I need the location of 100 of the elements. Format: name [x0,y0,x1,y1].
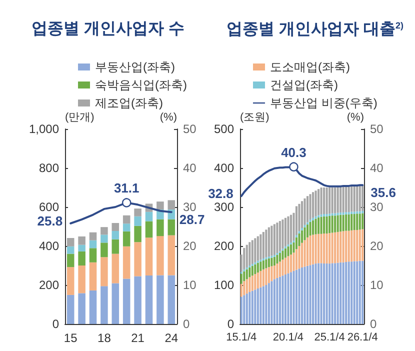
bar [353,230,356,262]
x-tick-label: 15 [64,331,78,345]
bar [320,214,322,217]
y2-axis-title: (%) [346,112,364,124]
legend-label: 숙박음식업(좌축) [95,78,187,92]
bar [340,214,342,232]
annotation: 40.3 [281,144,306,160]
bar [251,240,254,264]
y2-tick-label: 50 [183,122,197,136]
bar [314,218,317,234]
bar [284,258,286,274]
bar [298,204,300,232]
bar [323,264,326,324]
bar [309,219,312,222]
bar [345,214,348,231]
bar [134,208,142,216]
bar [350,212,353,214]
bar [260,270,262,288]
bar [362,213,364,230]
bar [89,262,97,290]
bar [134,242,142,276]
bar [89,232,97,240]
bar [328,216,331,234]
bar [78,236,86,245]
y2-tick-label: 30 [370,200,384,214]
bar [122,278,130,324]
bar [292,270,295,324]
y2-tick-label: 20 [183,239,197,253]
bar [323,234,326,264]
y-tick-label: 500 [214,122,234,136]
bar [243,295,246,324]
bar [284,218,286,246]
bar [356,214,358,230]
bar [298,234,300,246]
bar [348,230,350,262]
bar [100,257,108,286]
bar [270,281,273,324]
bar [342,212,344,215]
x-tick-label: 26.1/4 [347,332,378,344]
bar [89,240,97,248]
bar [66,294,74,324]
bar [353,214,356,230]
bar [156,236,164,276]
bar [260,287,262,324]
bar [290,254,292,272]
bar [304,224,306,228]
bar [295,249,298,270]
bar [254,238,256,262]
bar [78,244,86,252]
bar [312,220,314,235]
bar [323,216,326,234]
bar [323,188,326,214]
bar [298,246,300,269]
bar [345,262,348,324]
bar [290,244,292,255]
bar [100,286,108,324]
bar [356,186,358,212]
bar [134,276,142,324]
bar [243,281,246,296]
bar [362,229,364,261]
bar [100,234,108,243]
bar [362,260,364,324]
bar [100,227,108,235]
bar [262,232,264,258]
bar [251,290,254,324]
bar [287,256,290,274]
bar [168,219,176,236]
bar [292,252,295,271]
bar [248,292,251,324]
bar [254,264,256,274]
bar [304,227,306,240]
bar [243,271,246,282]
bar [331,216,334,233]
bar [306,222,309,225]
bar [270,226,273,256]
bar [362,186,364,211]
bar [78,293,86,324]
bar [353,212,356,214]
bar [168,200,176,210]
bar [278,276,281,324]
bar [256,272,259,289]
y-tick-label: 800 [38,161,60,175]
bar [314,216,317,219]
bar [298,231,300,234]
bar [334,216,336,232]
bar [353,186,356,212]
y-tick-label: 1,000 [28,122,60,136]
bar [156,275,164,324]
bar [268,267,270,284]
bar [282,260,284,276]
bar [358,260,361,324]
bar [256,262,259,273]
bar [273,279,276,324]
bar [342,186,344,212]
bar [312,192,314,218]
bar [318,189,320,216]
legend-label: 건설업(좌축) [270,78,338,92]
text: 28.7 [179,212,205,228]
bar [318,218,320,234]
bar [282,276,284,324]
